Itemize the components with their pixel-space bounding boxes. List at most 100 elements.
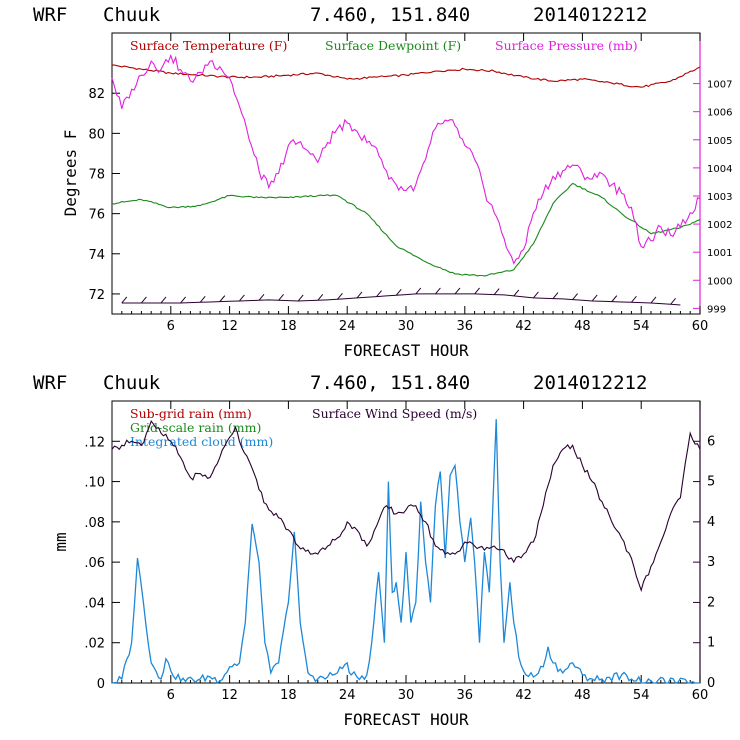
wind-barb bbox=[219, 295, 226, 302]
top-right-tick: 1007 bbox=[707, 80, 732, 91]
bottom-x-tick: 30 bbox=[398, 688, 415, 703]
bottom-right-tick: 4 bbox=[707, 515, 715, 530]
top-x-tick: 24 bbox=[339, 319, 356, 334]
top-x-tick: 36 bbox=[457, 319, 474, 334]
top-x-tick: 12 bbox=[221, 319, 238, 334]
top-x-tick: 60 bbox=[692, 319, 709, 334]
legend-pressure: Surface Pressure (mb) bbox=[495, 38, 638, 53]
top-right-tick-labels: 999 1000 1001 1002 1003 1004 1005 1006 1… bbox=[707, 80, 732, 316]
bottom-y-tick: .08 bbox=[84, 516, 105, 531]
top-right-tick: 1005 bbox=[707, 136, 732, 147]
bottom-right-tick: 6 bbox=[707, 434, 715, 449]
top-y-tick: 76 bbox=[88, 208, 105, 223]
wind-barb bbox=[239, 294, 245, 302]
wind-barb bbox=[141, 296, 147, 304]
legend-subgrid-rain: Sub-grid rain (mm) bbox=[130, 406, 252, 421]
wind-barb bbox=[297, 294, 304, 302]
bottom-x-tick: 24 bbox=[339, 688, 356, 703]
wind-barb bbox=[513, 289, 520, 297]
bottom-x-tick: 42 bbox=[515, 688, 532, 703]
wind-barb bbox=[552, 292, 559, 299]
top-header-coords: 7.460, 151.840 bbox=[310, 4, 470, 26]
wind-barb bbox=[454, 287, 461, 295]
bottom-x-tick: 6 bbox=[167, 688, 175, 703]
bottom-xlabel: FORECAST HOUR bbox=[343, 710, 469, 729]
pressure-line bbox=[111, 53, 701, 265]
top-x-tick: 48 bbox=[574, 319, 591, 334]
bottom-y-tick: .02 bbox=[84, 637, 105, 652]
top-panel: WRF Chuuk 7.460, 151.840 2014012212 Surf… bbox=[33, 4, 732, 360]
wind-barb bbox=[650, 296, 657, 304]
bottom-header-model: WRF bbox=[33, 372, 67, 394]
top-y-tick: 72 bbox=[88, 288, 105, 303]
wind-barb bbox=[337, 292, 343, 300]
bottom-y-tick: .04 bbox=[84, 596, 105, 611]
bottom-panel: WRF Chuuk 7.460, 151.840 2014012212 Sub-… bbox=[33, 372, 715, 729]
temperature-line bbox=[111, 64, 701, 88]
bottom-y-tick: .06 bbox=[84, 556, 105, 571]
top-xlabel: FORECAST HOUR bbox=[343, 341, 469, 360]
bottom-y-tick: .10 bbox=[84, 476, 105, 491]
wind-barb bbox=[572, 293, 578, 300]
top-y-tick: 80 bbox=[88, 127, 105, 142]
top-y-tick: 82 bbox=[88, 87, 105, 102]
bottom-y-tick: .12 bbox=[84, 435, 105, 450]
top-y-tick: 74 bbox=[88, 248, 105, 263]
bottom-right-tick: 3 bbox=[707, 555, 715, 570]
wind-barb bbox=[121, 296, 128, 304]
wind-barb bbox=[435, 287, 441, 295]
top-right-tick: 1000 bbox=[707, 276, 732, 287]
top-header-model: WRF bbox=[33, 4, 67, 26]
bottom-x-tick: 48 bbox=[574, 688, 591, 703]
top-right-tick: 1002 bbox=[707, 220, 732, 231]
wind-barb bbox=[670, 297, 676, 305]
bottom-x-tick-labels: 6 12 18 24 30 36 42 48 54 60 bbox=[167, 688, 709, 703]
dewpoint-line bbox=[111, 182, 701, 277]
bottom-header-init: 2014012212 bbox=[533, 372, 647, 394]
bottom-right-tick: 2 bbox=[707, 595, 715, 610]
top-x-tick: 42 bbox=[515, 319, 532, 334]
wind-barb bbox=[317, 293, 324, 301]
bottom-right-tick-labels: 0 1 2 3 4 5 6 bbox=[707, 434, 715, 691]
bottom-x-tick: 60 bbox=[692, 688, 709, 703]
legend-temperature: Surface Temperature (F) bbox=[130, 38, 287, 53]
top-series-group bbox=[111, 53, 701, 306]
wind-barb bbox=[180, 296, 186, 304]
top-x-tick: 54 bbox=[633, 319, 650, 334]
top-x-tick: 6 bbox=[167, 319, 175, 334]
top-y-tick: 78 bbox=[88, 168, 105, 183]
top-ylabel: Degrees F bbox=[61, 130, 80, 217]
bottom-series-group bbox=[111, 419, 701, 685]
wind-barb bbox=[631, 295, 637, 303]
top-tick-marks bbox=[112, 33, 701, 314]
top-right-tick: 1004 bbox=[707, 164, 732, 175]
bottom-y-tick: 0 bbox=[97, 677, 105, 692]
wind-barb bbox=[415, 287, 422, 295]
bottom-x-tick: 18 bbox=[280, 688, 297, 703]
bottom-x-tick: 54 bbox=[633, 688, 650, 703]
top-header-init: 2014012212 bbox=[533, 4, 647, 26]
wind-barb bbox=[611, 295, 618, 302]
wind-barb bbox=[199, 295, 206, 303]
top-y-tick-labels: 72 74 76 78 80 82 bbox=[88, 87, 105, 303]
bottom-right-tick: 5 bbox=[707, 475, 715, 490]
wind-barb-baseline bbox=[121, 293, 681, 306]
wind-barb bbox=[395, 288, 402, 296]
top-x-tick: 30 bbox=[398, 319, 415, 334]
wind-barb bbox=[258, 293, 265, 301]
bottom-header-coords: 7.460, 151.840 bbox=[310, 372, 470, 394]
legend-wind-speed: Surface Wind Speed (m/s) bbox=[312, 406, 477, 421]
bottom-header-station: Chuuk bbox=[103, 372, 161, 394]
bottom-y-tick-labels: 0 .02 .04 .06 .08 .10 .12 bbox=[84, 435, 105, 692]
wind-barb bbox=[278, 293, 284, 301]
wind-barb bbox=[160, 296, 167, 304]
wind-barb bbox=[591, 294, 598, 302]
wind_speed-line bbox=[111, 419, 701, 593]
top-right-tick: 999 bbox=[707, 304, 726, 315]
legend-integrated-cloud: Integrated cloud (mm) bbox=[130, 434, 273, 449]
top-x-tick: 18 bbox=[280, 319, 297, 334]
wind-barb bbox=[376, 290, 382, 297]
top-right-tick: 1001 bbox=[707, 248, 732, 259]
cloud-line bbox=[111, 419, 700, 685]
